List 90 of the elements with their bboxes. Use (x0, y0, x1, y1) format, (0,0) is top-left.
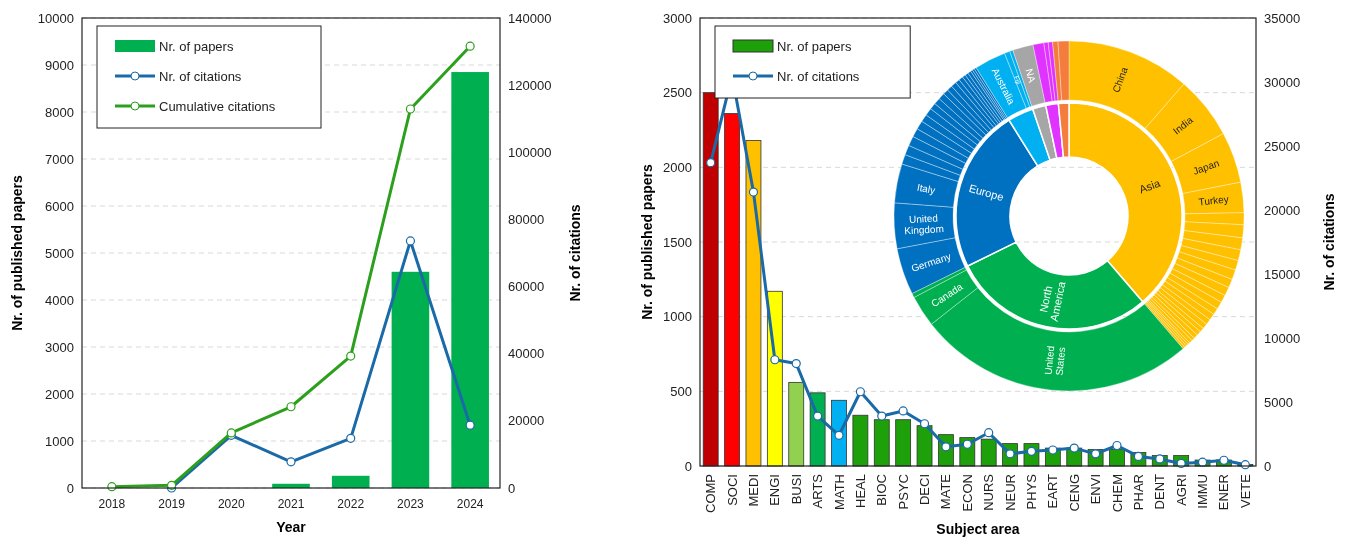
x-tick-label: CHEM (1109, 474, 1125, 513)
y-axis-title: Nr. of published papers (639, 164, 655, 320)
y2-tick-label: 60000 (508, 279, 545, 295)
y2-tick-label: 80000 (508, 211, 545, 227)
slice-label: India (1170, 114, 1196, 137)
y-tick-label: 4000 (45, 292, 74, 308)
x-tick-label: ARTS (810, 473, 826, 509)
slice-label: United States (1042, 345, 1068, 376)
legend-label: Nr. of papers (777, 38, 852, 54)
x-tick-label: VETE (1237, 473, 1253, 508)
y2-axis-title: Nr. of citations (1321, 193, 1337, 291)
x-tick-label: HEAL (852, 474, 868, 508)
x-tick-label: NURS (981, 473, 997, 511)
y2-tick-label: 40000 (508, 346, 545, 362)
legend-label: Nr. of citations (159, 68, 242, 84)
y-tick-label: 1500 (663, 234, 692, 250)
slice-label: North America (1037, 279, 1068, 323)
y2-tick-label: 0 (1264, 458, 1272, 474)
slice-label: Italy (916, 181, 937, 196)
x-tick-label: 2022 (337, 497, 365, 511)
legend-label: Cumulative citations (159, 98, 276, 114)
x-tick-label: ENVI (1088, 474, 1104, 505)
x-tick-label: AGRI (1173, 474, 1189, 506)
y-tick-label: 1000 (45, 433, 74, 449)
x-axis-title: Subject area (936, 521, 1020, 537)
y-tick-label: 2000 (45, 386, 74, 402)
y2-tick-label: 10000 (1264, 330, 1301, 346)
x-tick-label: ECON (959, 474, 975, 512)
y-tick-label: 5000 (45, 245, 74, 261)
y-tick-label: 2500 (663, 85, 692, 101)
slice-label: Europe (967, 181, 1006, 203)
y-tick-label: 10000 (37, 10, 74, 26)
y2-tick-label: 120000 (508, 77, 552, 93)
slice-label: United Kingdom (904, 212, 945, 237)
slice-label: Japan (1191, 157, 1221, 177)
x-tick-label: ENER (1216, 474, 1232, 511)
slice-label: Turkey (1198, 193, 1230, 208)
x-tick-label: 2024 (456, 497, 484, 511)
x-tick-label: PHAR (1130, 474, 1146, 511)
x-tick-label: PSYC (895, 474, 911, 510)
x-tick-label: COMP (703, 474, 719, 513)
x-tick-label: ENGI (767, 474, 783, 506)
slice-label: Asia (1137, 176, 1163, 196)
x-tick-label: 2018 (98, 497, 126, 511)
slice-label: Germany (909, 250, 953, 275)
y2-tick-label: 0 (508, 480, 516, 496)
y-tick-label: 1000 (663, 309, 692, 325)
x-tick-label: BUSI (788, 474, 804, 505)
y2-tick-label: 20000 (508, 413, 545, 429)
y-tick-label: 9000 (45, 57, 74, 73)
y2-tick-label: 140000 (508, 10, 552, 26)
y-tick-label: 500 (670, 383, 692, 399)
x-tick-label: PHYS (1024, 473, 1040, 510)
y-tick-label: 2000 (663, 159, 692, 175)
slice-label: China (1110, 65, 1130, 94)
y-tick-label: 3000 (45, 339, 74, 355)
x-tick-label: MATE (938, 473, 954, 510)
y2-tick-label: 5000 (1264, 394, 1293, 410)
x-tick-label: MEDI (746, 474, 762, 507)
x-tick-label: BIOC (874, 474, 890, 506)
x-tick-label: 2019 (158, 497, 186, 511)
y-tick-label: 3000 (663, 10, 692, 26)
y-tick-label: 8000 (45, 104, 74, 120)
y2-tick-label: 15000 (1264, 266, 1301, 282)
x-axis-title: Year (276, 519, 307, 535)
x-tick-label: 2023 (397, 497, 425, 511)
x-tick-label: CENG (1066, 474, 1082, 512)
x-tick-label: 2020 (217, 497, 245, 511)
y-axis-title: Nr. of published papers (9, 175, 25, 331)
y2-tick-label: 35000 (1264, 10, 1301, 26)
y2-tick-label: 25000 (1264, 138, 1301, 154)
x-tick-label: 2021 (277, 497, 305, 511)
y2-tick-label: 20000 (1264, 202, 1301, 218)
legend-label: Nr. of papers (159, 38, 234, 54)
y-tick-label: 0 (66, 480, 74, 496)
x-tick-label: DENT (1152, 473, 1168, 510)
x-tick-label: MATH (831, 474, 847, 510)
x-tick-label: SOCI (724, 474, 740, 506)
x-tick-label: IMMU (1195, 474, 1211, 509)
y-tick-label: 6000 (45, 198, 74, 214)
legend-label: Nr. of citations (777, 68, 860, 84)
x-tick-label: EART (1045, 473, 1061, 509)
y2-axis-title: Nr. of citations (567, 204, 583, 302)
y2-tick-label: 100000 (508, 144, 552, 160)
x-tick-label: NEUR (1002, 474, 1018, 511)
y-tick-label: 7000 (45, 151, 74, 167)
x-tick-label: DECI (917, 474, 933, 506)
slice-label: NA (1023, 67, 1038, 85)
y2-tick-label: 30000 (1264, 74, 1301, 90)
y-tick-label: 0 (684, 458, 692, 474)
